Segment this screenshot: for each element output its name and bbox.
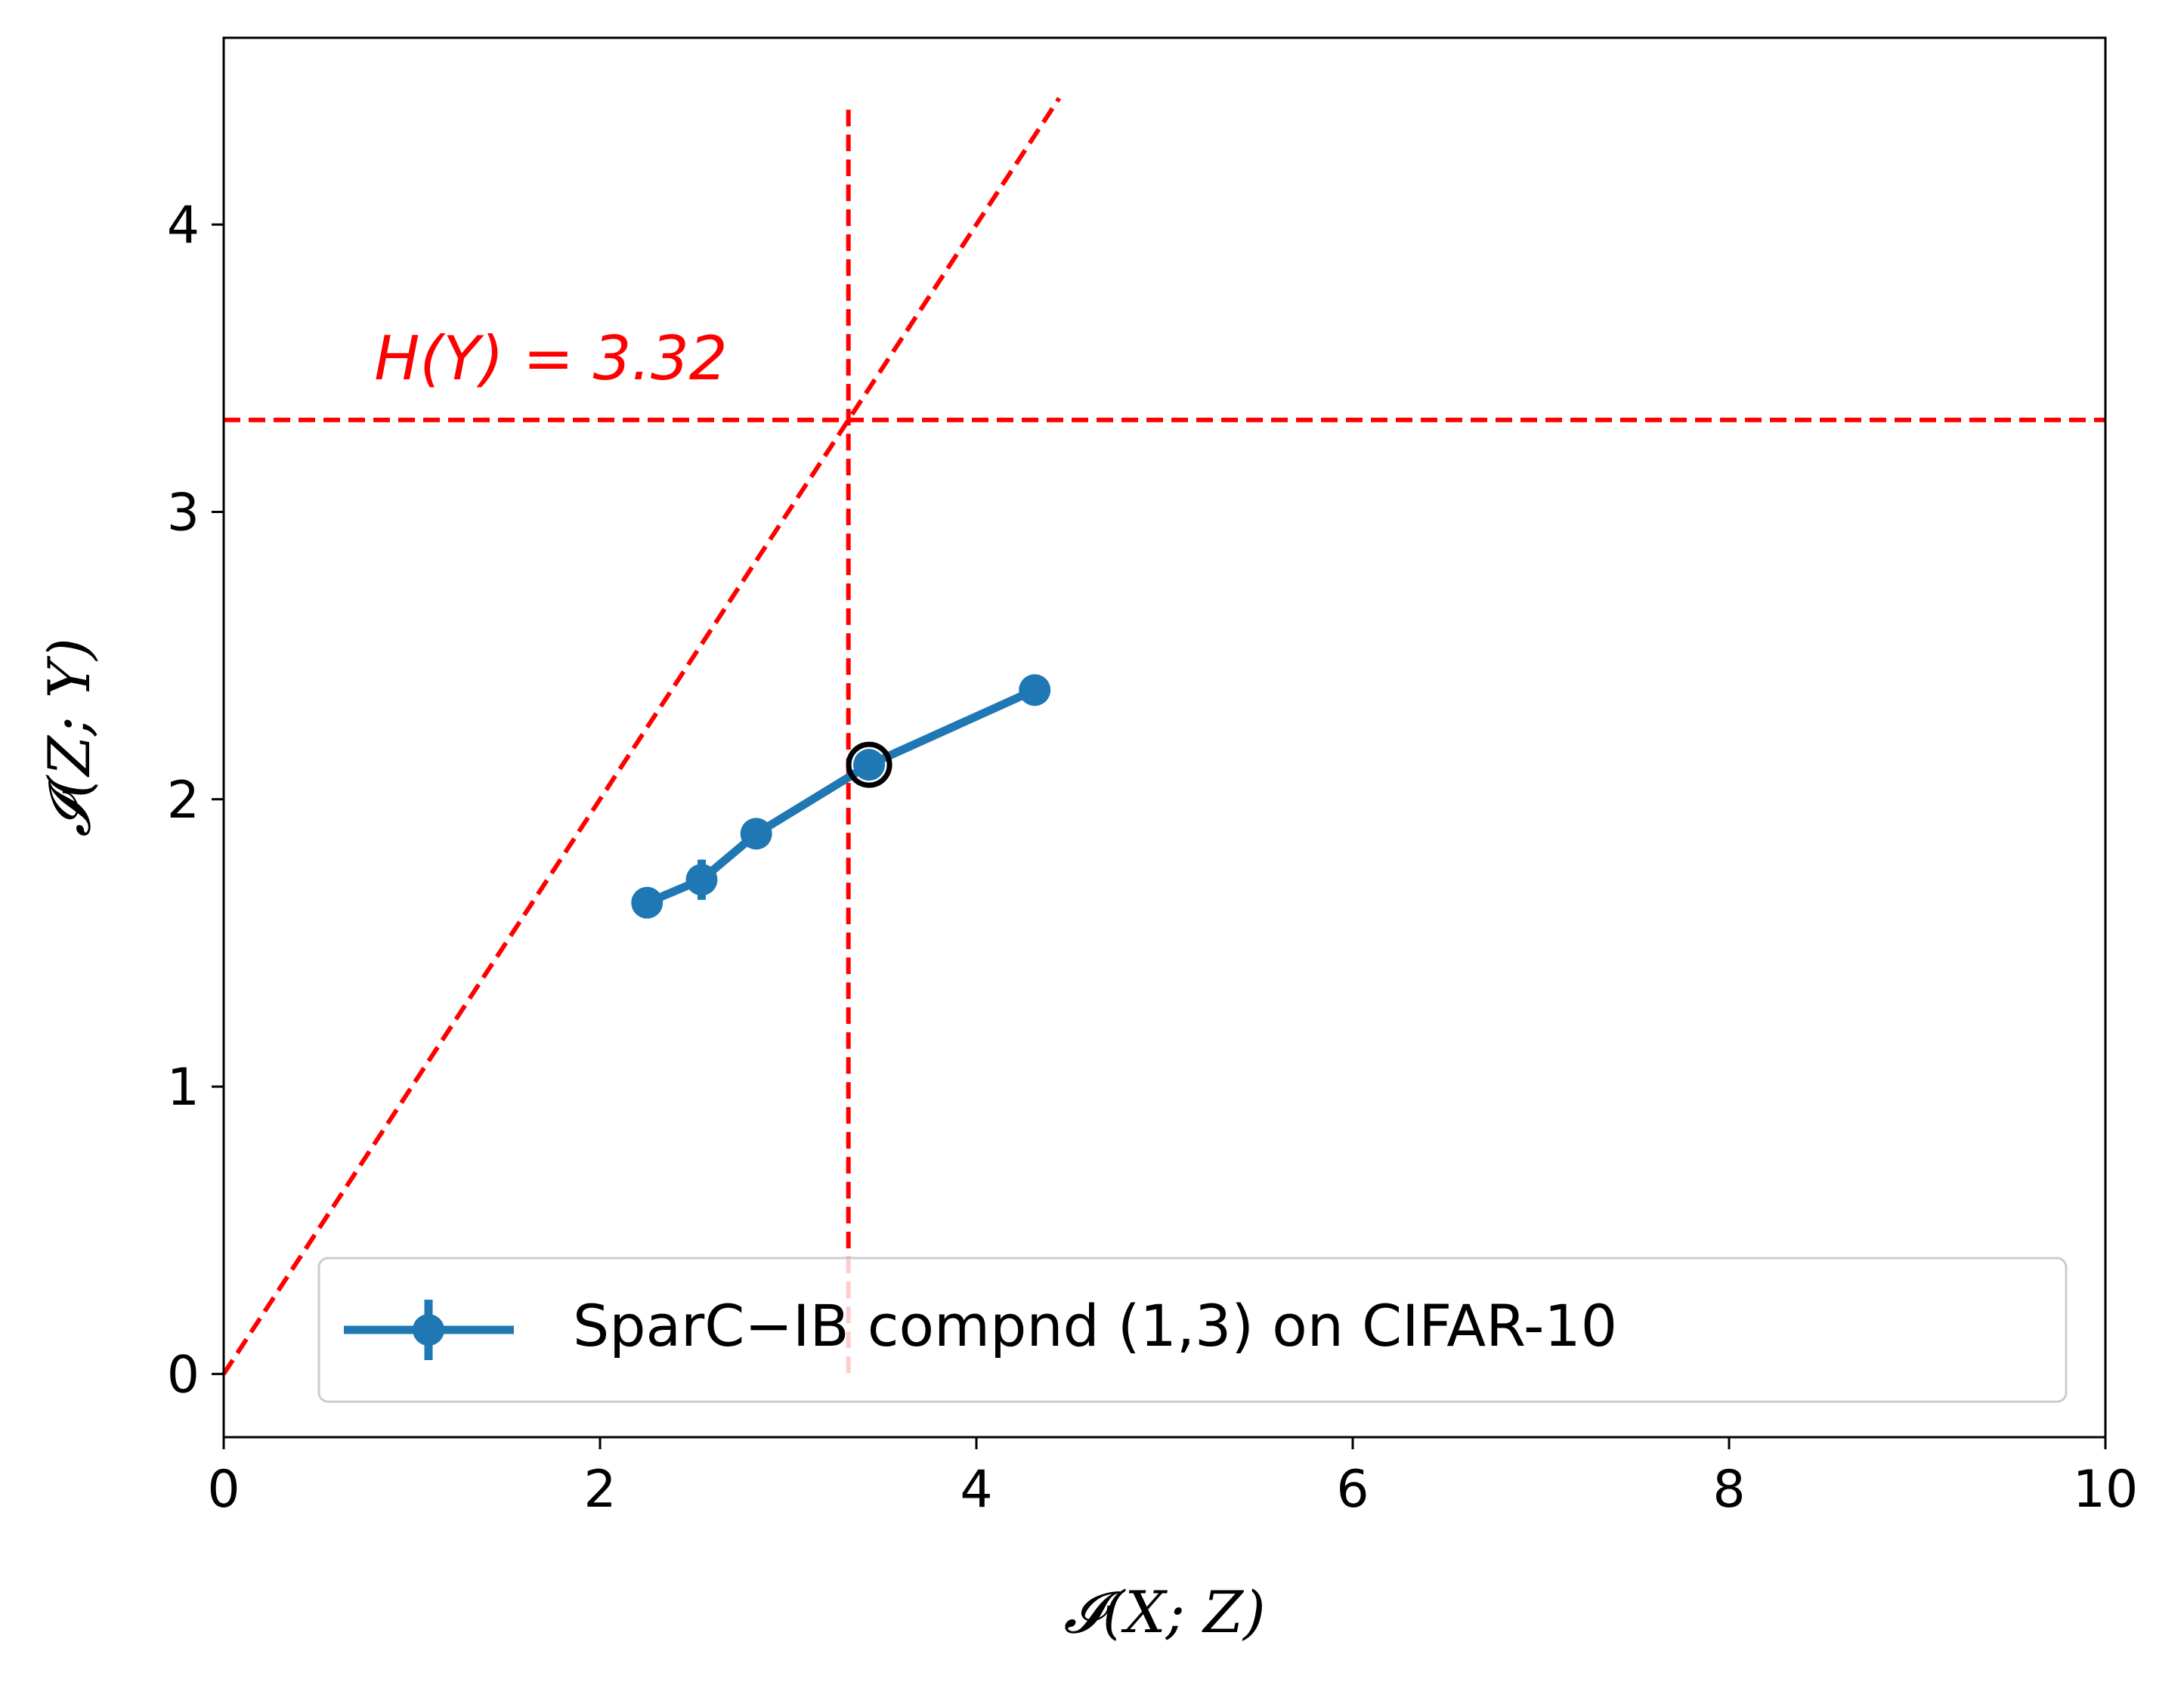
x-tick-label: 10 bbox=[2073, 1460, 2139, 1520]
data-point bbox=[740, 818, 772, 850]
y-tick-label: 0 bbox=[167, 1345, 200, 1405]
entropy-annotation: H(Y) = 3.32 bbox=[374, 323, 727, 394]
x-tick-label: 8 bbox=[1712, 1460, 1745, 1520]
y-tick-label: 4 bbox=[167, 196, 200, 255]
x-tick-label: 4 bbox=[960, 1460, 992, 1520]
x-tick-label: 0 bbox=[207, 1460, 240, 1520]
y-axis: 0 1 2 3 4 bbox=[167, 196, 224, 1405]
legend-dot bbox=[413, 1314, 444, 1346]
x-axis-label: 𝓘(X; Z) bbox=[1063, 1578, 1265, 1646]
plot-content: H(Y) = 3.32 bbox=[221, 97, 2105, 1375]
x-axis: 0 2 4 6 8 10 bbox=[207, 1437, 2138, 1520]
data-point bbox=[631, 886, 664, 919]
data-point bbox=[685, 864, 718, 896]
x-tick-label: 2 bbox=[583, 1460, 616, 1520]
diagonal-reference-line bbox=[221, 97, 1062, 1375]
series-0 bbox=[631, 674, 1051, 919]
data-point bbox=[853, 749, 886, 781]
y-axis-label: 𝓘(Z; Y) bbox=[36, 638, 103, 836]
legend-marker bbox=[344, 1300, 514, 1360]
y-tick-label: 3 bbox=[167, 483, 200, 543]
legend-entry: SparC−IB compnd (1,3) on CIFAR-10 bbox=[573, 1292, 1617, 1359]
y-tick-label: 2 bbox=[167, 771, 200, 830]
highlighted-point-ring bbox=[846, 741, 892, 788]
y-tick-label: 1 bbox=[167, 1058, 200, 1118]
data-point bbox=[1019, 674, 1051, 707]
plot-frame bbox=[222, 36, 2107, 1439]
legend: SparC−IB compnd (1,3) on CIFAR-10 bbox=[317, 1257, 2068, 1403]
legend-box bbox=[317, 1257, 2068, 1403]
x-tick-label: 6 bbox=[1336, 1460, 1369, 1520]
